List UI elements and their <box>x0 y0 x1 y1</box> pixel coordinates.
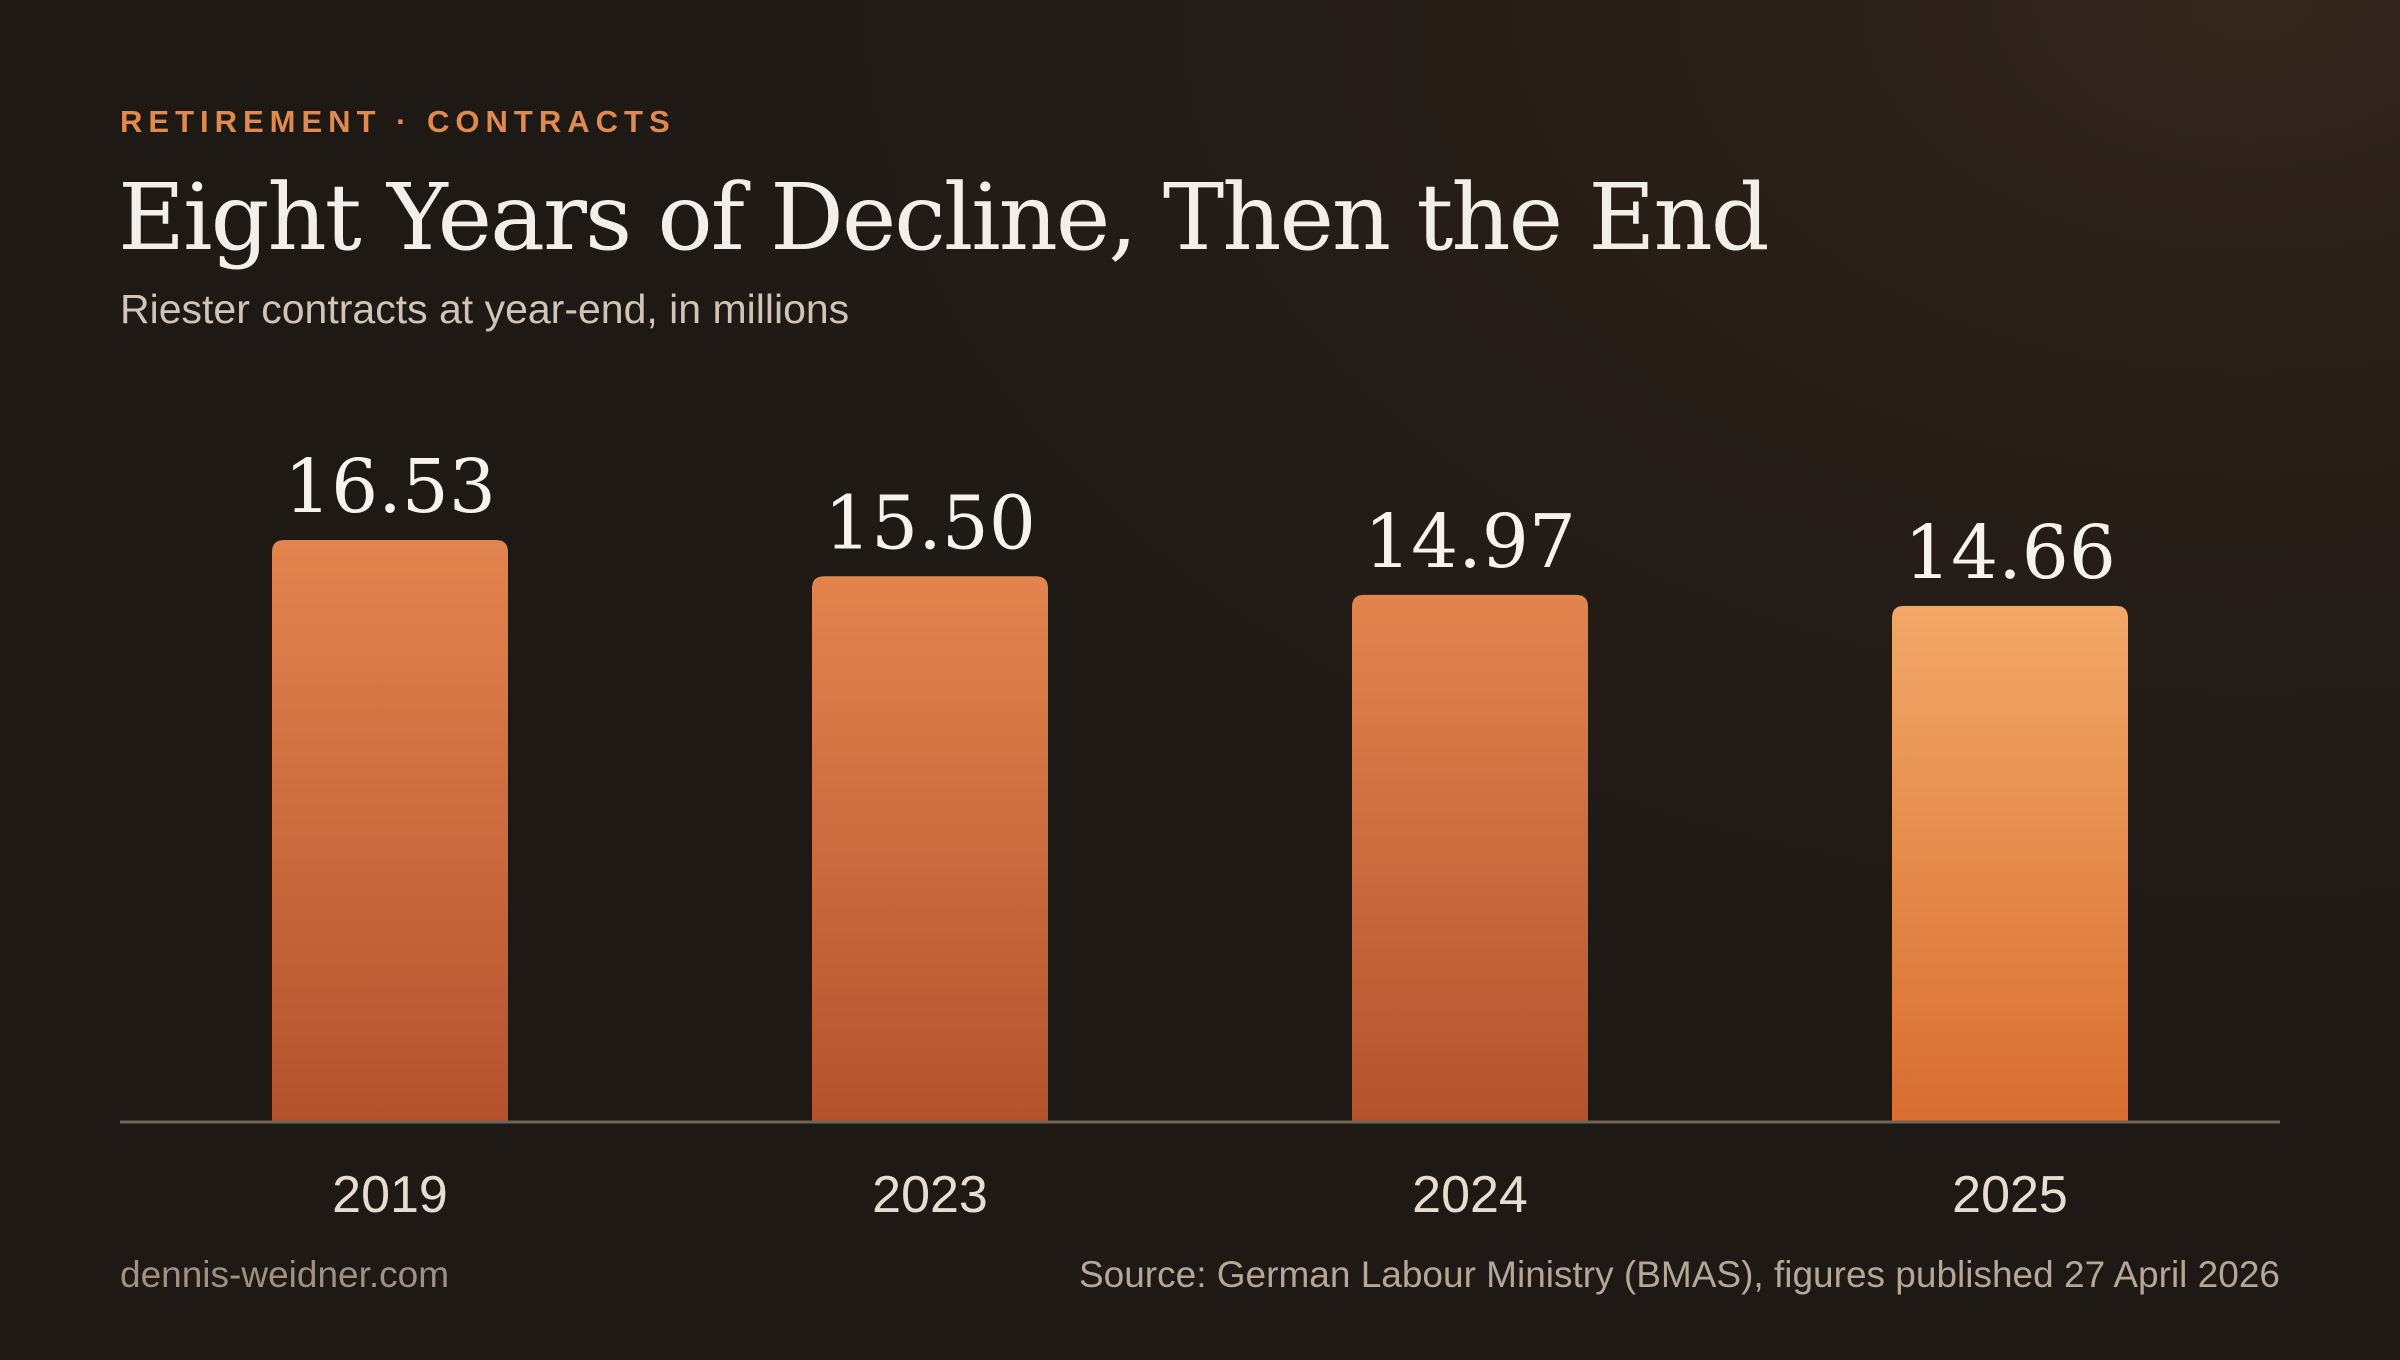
category-label-2024: 2024 <box>1412 1166 1528 1224</box>
category-label-2019: 2019 <box>332 1166 448 1224</box>
bar-2025 <box>1892 605 2128 1122</box>
bars-group: 16.53 2019 15.50 2023 14.97 2024 14.66 2025 <box>272 444 2128 1224</box>
bar-2024 <box>1352 594 1588 1122</box>
category-label-2023: 2023 <box>872 1166 988 1224</box>
value-label-2023: 15.50 <box>824 480 1036 566</box>
category-label-2025: 2025 <box>1952 1166 2068 1224</box>
chart-title: Eight Years of Decline, Then the End <box>118 164 1770 271</box>
source-note: Source: German Labour Ministry (BMAS), f… <box>1078 1254 2280 1295</box>
value-label-2024: 14.97 <box>1364 499 1576 585</box>
value-label-2019: 16.53 <box>284 444 496 530</box>
chart-subtitle: Riester contracts at year-end, in millio… <box>120 286 850 332</box>
value-label-2025: 14.66 <box>1904 510 2116 596</box>
site-credit: dennis-weidner.com <box>120 1254 450 1295</box>
bar-2023 <box>812 576 1048 1122</box>
bar-2019 <box>272 540 508 1122</box>
chart-kicker: RETIREMENT · CONTRACTS <box>120 104 676 139</box>
